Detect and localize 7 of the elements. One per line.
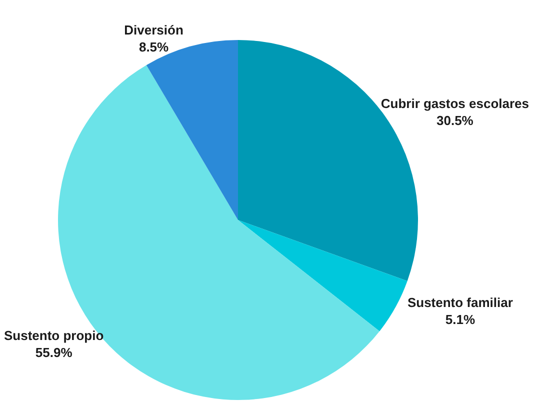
data-label: 55.9% <box>35 344 73 360</box>
data-label: 30.5% <box>436 112 474 128</box>
data-label: 8.5% <box>138 40 170 55</box>
slice-label: Diversión <box>124 22 184 38</box>
slice-label: Sustento familiar <box>407 295 513 310</box>
slice-label: Cubrir gastos escolares <box>380 96 530 111</box>
data-label: 5.1% <box>445 312 476 328</box>
